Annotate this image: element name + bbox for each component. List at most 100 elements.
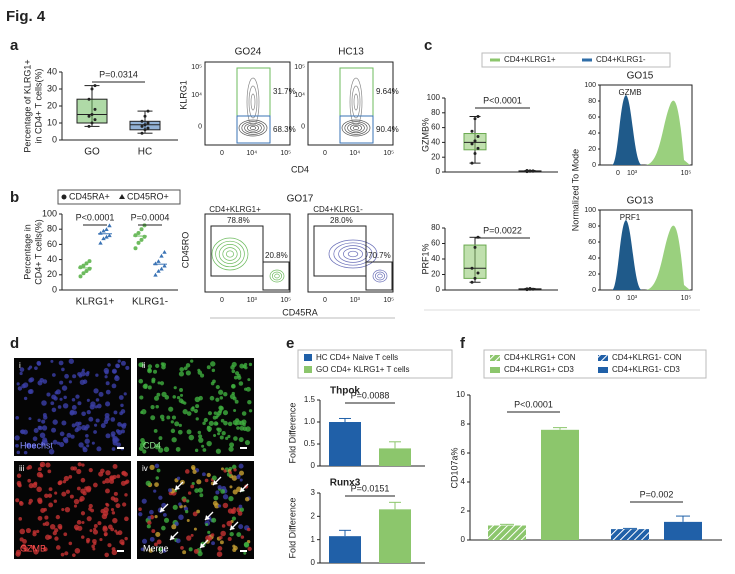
data-point xyxy=(470,142,474,146)
data-point xyxy=(156,259,161,263)
y-tick-label: 100 xyxy=(42,208,57,218)
cell xyxy=(194,488,199,493)
cell xyxy=(28,417,32,421)
y-tick-label: 0 xyxy=(311,461,316,470)
cell xyxy=(217,504,222,508)
data-point xyxy=(140,124,144,128)
cell xyxy=(77,421,82,426)
cell xyxy=(28,501,32,505)
chart-title: Thpok xyxy=(330,386,360,397)
y-tick-label: 60 xyxy=(431,239,440,248)
cell xyxy=(178,423,182,427)
cell xyxy=(206,365,211,370)
cell xyxy=(53,499,58,503)
hist-curve xyxy=(612,95,642,165)
x-tick-label: 0 xyxy=(323,297,327,304)
data-point xyxy=(473,276,477,280)
cell xyxy=(221,431,226,436)
x-tick-label: 10⁵ xyxy=(383,297,394,304)
data-point xyxy=(93,84,97,88)
legend-box xyxy=(483,349,707,379)
cell xyxy=(61,385,68,391)
cell xyxy=(120,360,126,366)
contour xyxy=(222,247,238,261)
tile-index: i xyxy=(19,361,21,370)
cell xyxy=(93,527,97,531)
flow-subtitle: CD4+KLRG1+ xyxy=(209,205,261,214)
cell xyxy=(43,507,47,512)
cell xyxy=(180,400,185,404)
cell xyxy=(215,397,220,402)
scale-bar xyxy=(240,447,247,449)
cell xyxy=(120,480,127,486)
p-value: P=0.0151 xyxy=(351,483,390,493)
cell xyxy=(191,466,196,471)
cell xyxy=(147,515,152,520)
cell xyxy=(105,433,111,439)
cell xyxy=(141,440,147,446)
cell xyxy=(150,415,156,421)
cell xyxy=(228,471,233,475)
cell xyxy=(236,426,240,430)
cell xyxy=(68,358,74,364)
data-point xyxy=(90,121,94,125)
cell xyxy=(211,368,216,373)
y-tick-label: 3 xyxy=(311,488,316,497)
cell xyxy=(183,506,189,511)
cell xyxy=(33,549,39,555)
cell xyxy=(19,367,25,372)
cell xyxy=(172,504,178,510)
cell xyxy=(140,547,145,552)
cell xyxy=(210,361,216,367)
cell xyxy=(34,366,38,371)
cell xyxy=(122,422,127,427)
cell xyxy=(51,427,57,433)
contour xyxy=(274,273,280,279)
cell xyxy=(42,439,48,445)
cell xyxy=(229,393,236,400)
cell xyxy=(31,545,36,550)
cell xyxy=(63,475,70,482)
data-point xyxy=(87,266,92,271)
cell xyxy=(217,432,221,436)
x-tick-label: 0 xyxy=(220,297,224,304)
cell xyxy=(55,545,61,550)
cell xyxy=(163,446,170,453)
cell xyxy=(115,503,121,509)
cell xyxy=(182,550,187,555)
data-point xyxy=(476,146,480,150)
cell xyxy=(197,370,203,375)
cell xyxy=(220,418,225,423)
cell xyxy=(150,405,155,410)
cell xyxy=(27,478,31,483)
cell xyxy=(107,543,112,548)
cell xyxy=(50,401,55,406)
contour xyxy=(328,239,378,269)
y-tick-label: 0 xyxy=(592,162,596,169)
cell xyxy=(22,382,29,388)
y-tick-label: 20 xyxy=(47,100,57,110)
y-axis-label: GZMB% xyxy=(420,118,430,152)
cell xyxy=(176,476,181,480)
cell xyxy=(16,382,20,386)
cell xyxy=(40,463,44,468)
cell xyxy=(111,434,115,438)
cell xyxy=(222,494,229,500)
gate xyxy=(365,261,393,291)
cell xyxy=(94,405,98,409)
y-tick-label: 0 xyxy=(301,124,305,131)
bar xyxy=(541,429,579,540)
data-point xyxy=(473,117,477,121)
data-point xyxy=(107,233,112,238)
cell xyxy=(198,434,203,439)
contour xyxy=(333,242,373,266)
cell xyxy=(104,375,108,379)
data-point xyxy=(84,261,89,266)
arrow-head xyxy=(205,515,210,520)
contour xyxy=(351,85,361,119)
cell xyxy=(168,406,174,412)
cell xyxy=(147,364,153,369)
cell xyxy=(212,415,217,420)
cell xyxy=(94,423,98,427)
